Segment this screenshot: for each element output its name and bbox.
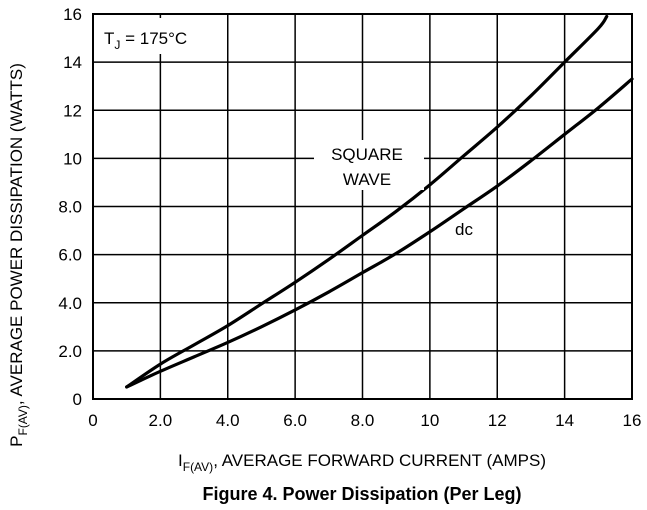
annotation-sub: J	[114, 38, 120, 52]
y-tick-label: 14	[63, 53, 82, 72]
annotation-rest: = 175°C	[120, 29, 187, 48]
figure-caption: Figure 4. Power Dissipation (Per Leg)	[202, 484, 521, 504]
y-axis-label-sub: F(AV)	[16, 405, 30, 435]
y-tick-labels: 0 2.0 4.0 6.0 8.0 10 12 14 16	[58, 5, 82, 409]
plot-frame	[92, 13, 633, 400]
x-tick-label: 16	[623, 411, 642, 430]
x-tick-label: 12	[488, 411, 507, 430]
dc-label: dc	[455, 220, 473, 239]
x-tick-label: 10	[420, 411, 439, 430]
x-axis-label-main: I	[178, 451, 183, 470]
x-tick-label: 4.0	[216, 411, 240, 430]
x-tick-label: 0	[88, 411, 97, 430]
square-wave-label-line2: WAVE	[343, 170, 391, 189]
y-tick-label: 10	[63, 149, 82, 168]
square-wave-label-line1: SQUARE	[331, 145, 403, 164]
annotation-box	[94, 18, 218, 54]
x-axis-label-sub: F(AV)	[183, 460, 213, 474]
y-tick-label: 0	[73, 390, 82, 409]
y-tick-label: 2.0	[58, 342, 82, 361]
y-tick-label: 8.0	[58, 198, 82, 217]
x-tick-label: 14	[555, 411, 574, 430]
y-tick-label: 4.0	[58, 294, 82, 313]
x-tick-label: 6.0	[283, 411, 307, 430]
series-line-square-wave	[125, 14, 609, 389]
y-tick-label: 6.0	[58, 246, 82, 265]
x-axis-label-rest: , AVERAGE FORWARD CURRENT (AMPS)	[213, 451, 546, 470]
annotation-label: TJ = 175°C	[104, 29, 187, 52]
curves	[125, 14, 634, 389]
x-tick-labels: 0 2.0 4.0 6.0 8.0 10 12 14 16	[88, 411, 641, 430]
square-wave-label-box	[314, 140, 424, 190]
y-axis-label-rest: , AVERAGE POWER DISSIPATION (WATTS)	[7, 63, 26, 405]
series-line-dc	[125, 77, 634, 389]
y-axis-label: PF(AV), AVERAGE POWER DISSIPATION (WATTS…	[7, 63, 30, 447]
x-tick-label: 8.0	[351, 411, 375, 430]
y-axis-label-main: P	[7, 436, 26, 447]
y-tick-label: 12	[63, 101, 82, 120]
x-tick-label: 2.0	[149, 411, 173, 430]
x-axis-label: IF(AV), AVERAGE FORWARD CURRENT (AMPS)	[178, 451, 546, 474]
annotation-main: T	[104, 29, 114, 48]
y-tick-label: 16	[63, 5, 82, 24]
